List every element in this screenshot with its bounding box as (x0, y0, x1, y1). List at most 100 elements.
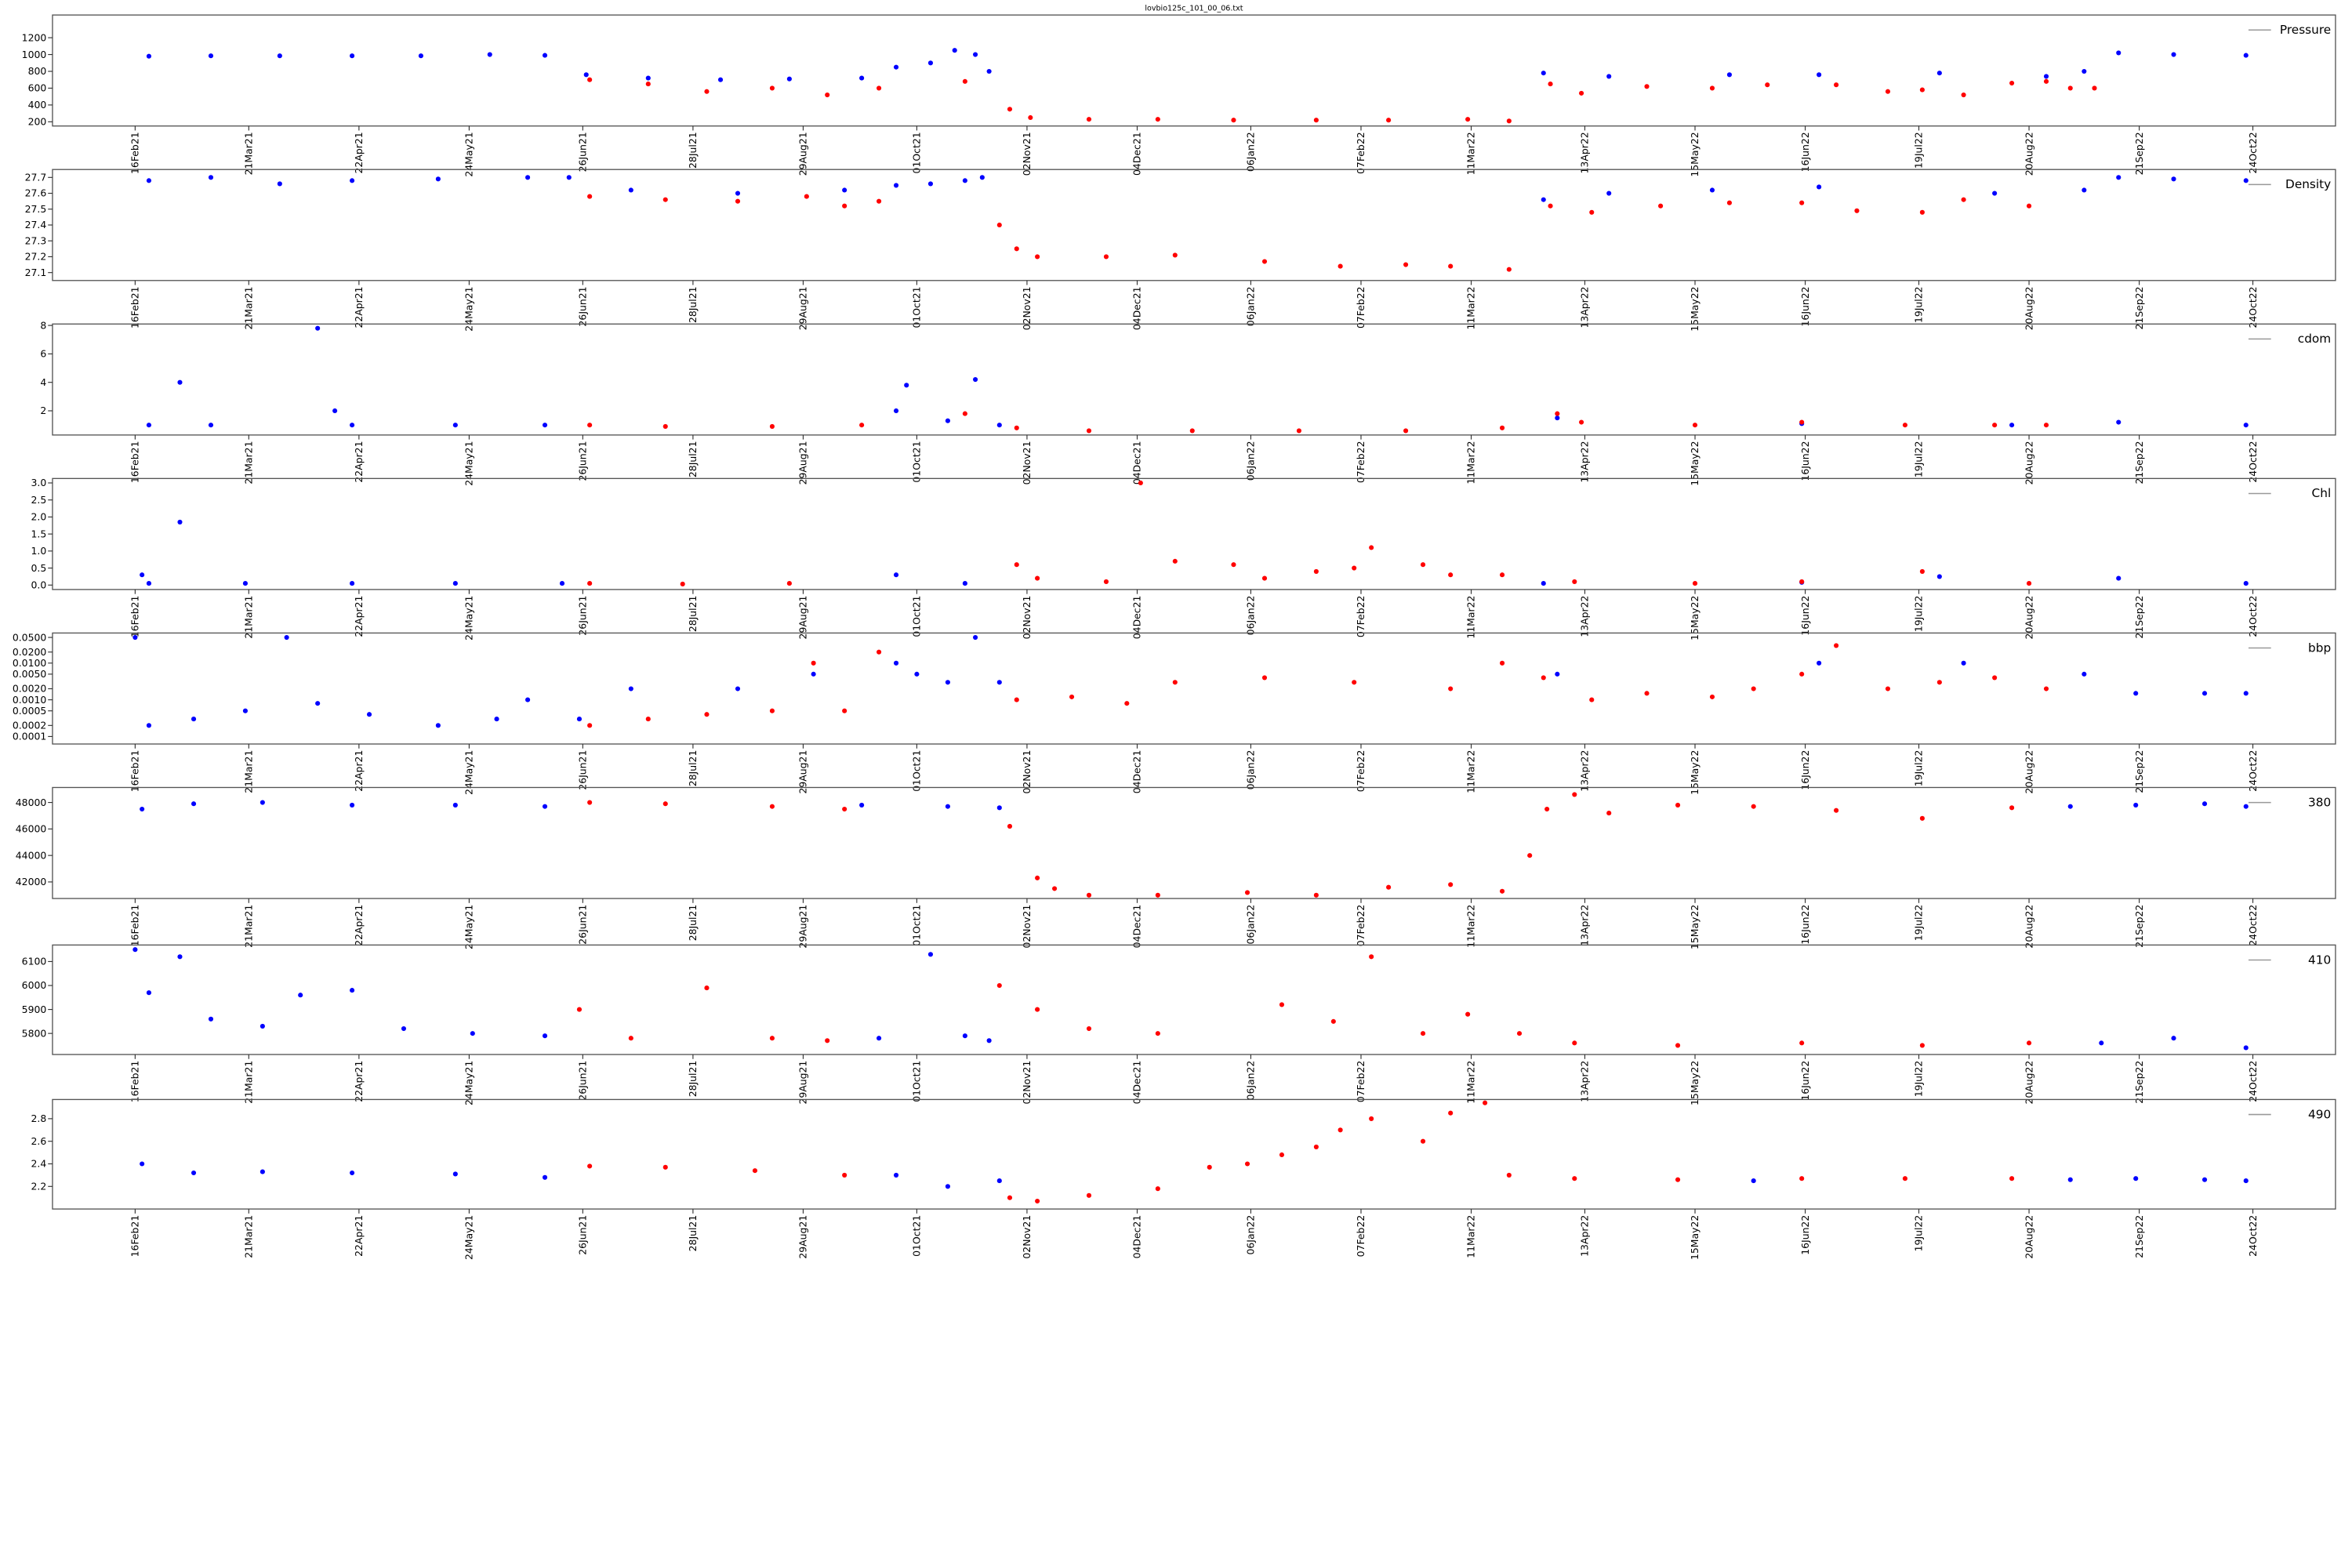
data-point (893, 1172, 899, 1178)
data-point (1799, 579, 1805, 584)
data-point (1296, 428, 1301, 434)
data-point (1579, 90, 1584, 96)
x-tick-label: 13Apr22 (1579, 441, 1591, 483)
x-tick-label: 11Mar22 (1465, 132, 1477, 175)
y-tick-label: 42000 (16, 876, 47, 887)
data-point (583, 72, 589, 78)
data-point (769, 708, 775, 713)
data-point (1675, 1043, 1681, 1048)
data-point (350, 802, 355, 808)
data-point (1313, 892, 1319, 898)
legend-label: 490 (2308, 1107, 2331, 1121)
x-tick-label: 22Apr21 (353, 132, 365, 173)
data-point (1499, 660, 1505, 666)
y-tick-label: 46000 (16, 823, 47, 835)
x-tick-label: 21Sep22 (2133, 441, 2145, 485)
data-point (1541, 675, 1546, 681)
data-point (1386, 884, 1392, 890)
data-point (2043, 78, 2049, 84)
data-point (2026, 581, 2032, 586)
data-point (1103, 579, 1109, 584)
data-point (1961, 92, 1966, 98)
x-tick-label: 11Mar22 (1465, 596, 1477, 639)
data-point (2043, 423, 2049, 428)
y-tick-label: 0.0050 (13, 668, 47, 680)
data-point (1448, 686, 1454, 691)
data-point (1606, 74, 1612, 79)
data-point (1572, 1040, 1577, 1046)
y-tick-label: 27.5 (25, 203, 47, 215)
data-point (704, 985, 710, 991)
data-point (769, 1036, 775, 1041)
data-point (962, 78, 967, 84)
x-tick-label: 04Dec21 (1131, 441, 1143, 485)
data-point (260, 1169, 265, 1174)
data-point (752, 1168, 758, 1174)
data-point (284, 634, 289, 641)
x-tick-label: 11Mar22 (1465, 286, 1477, 329)
y-tick-label: 600 (28, 82, 47, 94)
y-tick-label: 27.3 (25, 234, 47, 246)
data-point (1992, 675, 1998, 681)
x-tick-label: 16Jun22 (1799, 132, 1811, 172)
data-point (2243, 804, 2249, 809)
y-tick-label: 6100 (22, 956, 47, 967)
x-tick-label: 29Aug21 (797, 750, 809, 794)
data-point (1992, 423, 1998, 428)
x-tick-label: 21Mar21 (243, 441, 255, 485)
x-tick-label: 07Feb22 (1355, 1061, 1367, 1103)
x-tick-label: 06Jan22 (1245, 750, 1257, 790)
x-tick-label: 16Feb21 (129, 750, 141, 793)
y-tick-label: 0.0010 (13, 694, 47, 706)
data-point (804, 194, 809, 199)
data-point (208, 1016, 214, 1022)
data-point (1035, 875, 1040, 880)
x-tick-label: 24Oct22 (2247, 905, 2259, 946)
x-tick-label: 19Jul22 (1913, 286, 1925, 323)
x-tick-label: 06Jan22 (1245, 905, 1257, 945)
data-point (1644, 691, 1650, 696)
x-tick-label: 16Jun22 (1799, 905, 1811, 945)
data-point (1548, 203, 1553, 209)
data-point (986, 1038, 992, 1044)
data-point (952, 48, 957, 53)
data-point (1369, 545, 1374, 550)
x-tick-label: 07Feb22 (1355, 1215, 1367, 1258)
data-point (1936, 680, 1942, 685)
x-tick-label: 19Jul22 (1913, 905, 1925, 942)
data-point (1799, 200, 1805, 205)
data-point (1420, 562, 1426, 568)
data-point (1506, 118, 1512, 124)
x-tick-label: 20Aug22 (2023, 905, 2034, 949)
x-tick-label: 06Jan22 (1245, 1061, 1257, 1101)
x-tick-label: 24Oct22 (2247, 286, 2259, 328)
data-point (1052, 886, 1058, 891)
y-tick-label: 1000 (22, 49, 47, 60)
y-tick-label: 1200 (22, 31, 47, 43)
x-tick-label: 26Jun21 (577, 905, 589, 945)
data-point (1483, 1100, 1488, 1105)
data-point (350, 423, 355, 428)
x-tick-label: 16Feb21 (129, 441, 141, 484)
data-point (2009, 423, 2015, 428)
x-tick-label: 28Jul21 (687, 1061, 699, 1098)
x-tick-label: 15May22 (1689, 596, 1700, 641)
x-tick-label: 28Jul21 (687, 441, 699, 478)
x-tick-label: 19Jul22 (1913, 132, 1925, 169)
data-point (1369, 954, 1374, 960)
data-point (769, 85, 775, 91)
y-tick-label: 5800 (22, 1027, 47, 1039)
data-point (927, 952, 934, 957)
x-tick-label: 04Dec21 (1131, 1061, 1143, 1105)
data-point (662, 197, 668, 202)
data-point (893, 408, 899, 414)
data-point (1172, 680, 1178, 685)
data-point (1369, 1116, 1374, 1121)
x-tick-label: 13Apr22 (1579, 286, 1591, 328)
x-tick-label: 24May21 (463, 596, 475, 641)
data-point (1726, 72, 1732, 78)
data-point (2043, 74, 2049, 79)
data-point (1751, 1178, 1756, 1184)
data-point (1007, 107, 1013, 112)
data-point (242, 581, 248, 586)
